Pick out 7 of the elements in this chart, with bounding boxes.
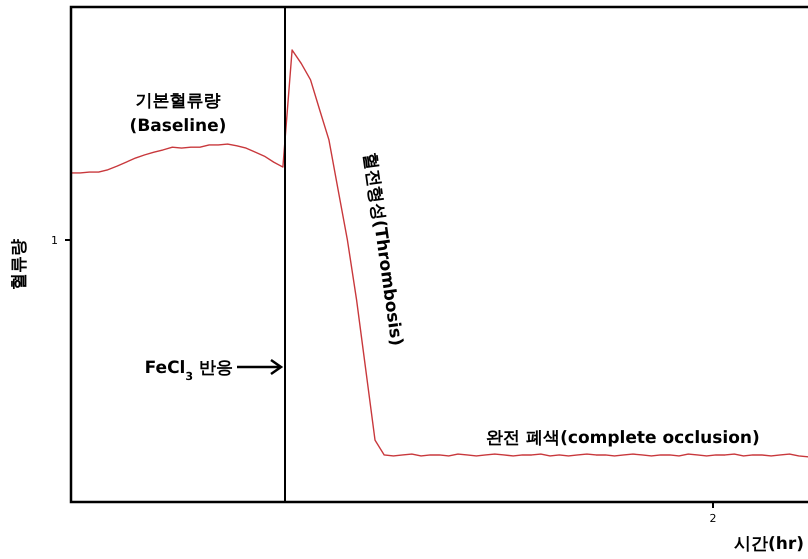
annotation: 기본혈류량 (Baseline) bbox=[130, 91, 226, 136]
text: 1 bbox=[51, 234, 58, 247]
text: 2 bbox=[710, 512, 716, 525]
y-axis-title: 혈류량 bbox=[9, 239, 29, 290]
x-axis-title: 시간(hr) bbox=[734, 534, 804, 554]
annotation: 완전 폐색(complete occlusion) bbox=[486, 428, 760, 448]
annotation: FeCl$_{3}$ 반응 bbox=[144, 358, 233, 382]
